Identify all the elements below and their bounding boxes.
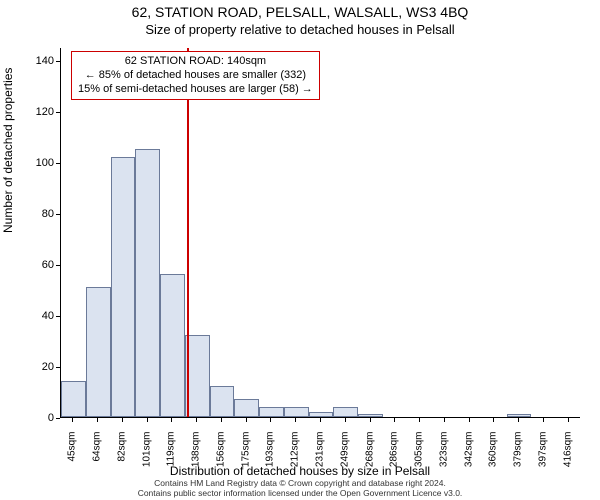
x-tick-mark: [493, 418, 494, 422]
y-tick-label: 100: [14, 157, 54, 169]
x-tick-mark: [394, 418, 395, 422]
credits: Contains HM Land Registry data © Crown c…: [0, 478, 600, 498]
x-tick-mark: [97, 418, 98, 422]
y-tick-mark: [56, 418, 60, 419]
x-tick-mark: [295, 418, 296, 422]
figure: 62, STATION ROAD, PELSALL, WALSALL, WS3 …: [0, 0, 600, 500]
bar: [284, 407, 309, 417]
x-tick-mark: [221, 418, 222, 422]
legend-line3: 15% of semi-detached houses are larger (…: [78, 83, 313, 97]
bar: [135, 149, 160, 417]
y-tick-label: 40: [14, 310, 54, 322]
x-tick-mark: [72, 418, 73, 422]
x-tick-mark: [419, 418, 420, 422]
x-tick-mark: [147, 418, 148, 422]
x-tick-mark: [370, 418, 371, 422]
bar: [160, 274, 185, 417]
marker-line: [187, 48, 189, 417]
y-tick-label: 20: [14, 361, 54, 373]
x-tick-mark: [320, 418, 321, 422]
y-tick-label: 0: [14, 412, 54, 424]
bar: [111, 157, 136, 417]
y-tick-label: 120: [14, 106, 54, 118]
plot-area: 62 STATION ROAD: 140sqm ← 85% of detache…: [60, 48, 580, 418]
x-tick-mark: [469, 418, 470, 422]
y-axis-label: Number of detached properties: [1, 68, 15, 233]
x-tick-mark: [345, 418, 346, 422]
credit-line1: Contains HM Land Registry data © Crown c…: [0, 478, 600, 488]
x-tick-mark: [444, 418, 445, 422]
x-tick-mark: [122, 418, 123, 422]
y-tick-label: 60: [14, 259, 54, 271]
bar: [86, 287, 111, 417]
bar: [234, 399, 259, 417]
x-tick-mark: [270, 418, 271, 422]
bar: [358, 414, 383, 417]
x-tick-mark: [543, 418, 544, 422]
y-tick-label: 140: [14, 55, 54, 67]
bar: [259, 407, 284, 417]
x-tick-mark: [568, 418, 569, 422]
y-tick-label: 80: [14, 208, 54, 220]
x-tick-mark: [518, 418, 519, 422]
x-tick-mark: [171, 418, 172, 422]
x-tick-mark: [246, 418, 247, 422]
bar: [507, 414, 532, 417]
legend-line2: ← 85% of detached houses are smaller (33…: [78, 69, 313, 83]
x-axis-label: Distribution of detached houses by size …: [0, 464, 600, 478]
legend-line1: 62 STATION ROAD: 140sqm: [78, 55, 313, 69]
bar: [210, 386, 235, 417]
main-title: 62, STATION ROAD, PELSALL, WALSALL, WS3 …: [0, 4, 600, 20]
x-tick-mark: [196, 418, 197, 422]
marker-legend: 62 STATION ROAD: 140sqm ← 85% of detache…: [71, 51, 320, 100]
subtitle: Size of property relative to detached ho…: [0, 22, 600, 37]
bar: [309, 412, 334, 417]
bar: [61, 381, 86, 417]
bar: [333, 407, 358, 417]
credit-line2: Contains public sector information licen…: [0, 488, 600, 498]
